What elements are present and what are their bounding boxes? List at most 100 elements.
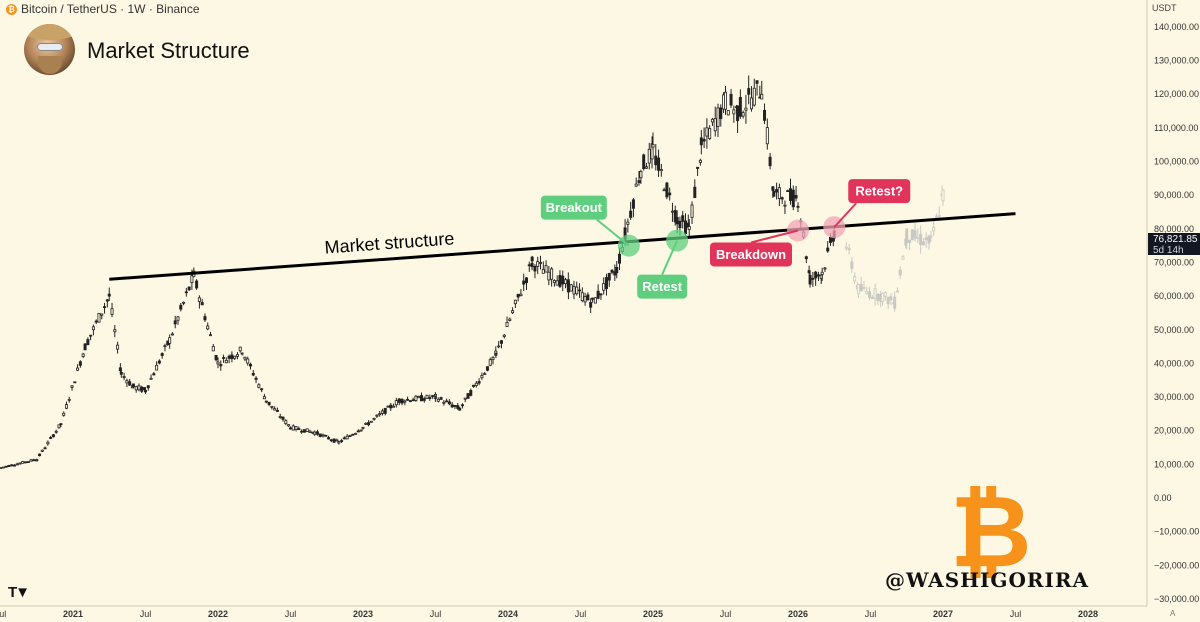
candle-body [881, 293, 885, 302]
candle-body [383, 407, 387, 414]
candle-body [157, 360, 161, 364]
candle-body [602, 283, 606, 291]
candle-body [43, 447, 47, 450]
candle-body [195, 280, 199, 289]
candle-body [659, 169, 663, 172]
candle-body [775, 189, 779, 193]
symbol-text: Bitcoin / TetherUS · 1W · Binance [21, 2, 200, 16]
candle-body [445, 400, 449, 403]
candle-body [533, 265, 537, 272]
candle-body [389, 404, 393, 409]
candle-body [1, 466, 5, 469]
candle-body [499, 340, 503, 344]
candle-body [910, 229, 914, 241]
candle-body [796, 205, 800, 208]
candle-body [378, 413, 382, 416]
candle-body [18, 462, 22, 465]
auto-scale-button[interactable]: A [1170, 609, 1176, 618]
candle-body [654, 155, 658, 166]
candle-body [324, 434, 328, 437]
candle-body [808, 274, 812, 285]
candle-body [238, 346, 242, 352]
candle-body [681, 215, 685, 222]
candle-body [905, 228, 909, 243]
candle-body [705, 127, 709, 137]
y-tick-label: −30,000.00 [1154, 594, 1199, 604]
candle-body [698, 159, 702, 163]
candle-body [332, 438, 336, 443]
candle-body [100, 313, 104, 316]
candle-body [300, 430, 304, 433]
y-tick-label: 60,000.00 [1154, 291, 1194, 301]
candle-body [932, 226, 936, 232]
retest-connector [661, 240, 679, 275]
bitcoin-icon: ₿ [6, 3, 17, 15]
candle-body [59, 423, 63, 425]
y-tick-label: 140,000.00 [1154, 22, 1199, 32]
candle-body [901, 256, 905, 260]
candle-body [670, 210, 674, 213]
candle-body [768, 156, 772, 167]
y-tick-label: 120,000.00 [1154, 89, 1199, 99]
candle-body [941, 189, 945, 202]
candle-body [814, 271, 818, 279]
candle-body [524, 277, 528, 284]
x-tick-label: 2028 [1078, 609, 1098, 619]
candle-body [859, 283, 863, 292]
candle-body [288, 427, 292, 430]
candle-body [763, 109, 767, 121]
candle-body [12, 464, 16, 467]
candle-body [456, 405, 460, 409]
candle-body [604, 277, 608, 289]
candle-body [57, 424, 61, 429]
candle-body [710, 118, 714, 123]
candle-body [86, 339, 90, 346]
tradingview-logo[interactable]: T▼ [8, 584, 30, 601]
y-tick-label: 10,000.00 [1154, 459, 1194, 469]
breakdown-label: Breakdown [716, 247, 786, 262]
candle-body [741, 112, 745, 117]
candle-body [826, 247, 830, 252]
candle-body [329, 439, 333, 442]
candle-body [856, 284, 860, 295]
candle-body [502, 334, 506, 337]
candle-body [397, 398, 401, 403]
symbol-header[interactable]: ₿ Bitcoin / TetherUS · 1W · Binance [6, 2, 200, 16]
candle-body [586, 294, 590, 301]
candle-body [369, 420, 373, 423]
candle-body [634, 183, 638, 187]
candle-body [522, 280, 526, 285]
candle-body [811, 277, 815, 280]
candle-body [433, 394, 437, 397]
candle-body [287, 424, 291, 427]
candle-body [780, 197, 784, 200]
candle-body [291, 425, 295, 431]
x-tick-label: 2022 [208, 609, 228, 619]
candle-body [868, 291, 872, 298]
candle-body [46, 441, 50, 445]
candle-body [372, 417, 376, 420]
candle-body [472, 384, 476, 387]
candle-body [895, 290, 899, 293]
candle-body [211, 346, 215, 352]
candle-body [76, 367, 80, 371]
candle-body [607, 272, 611, 281]
candle-body [876, 293, 880, 301]
x-tick-label: Jul [285, 609, 297, 619]
candle-body [38, 453, 42, 457]
candle-body [62, 412, 66, 416]
candle-body [752, 87, 756, 106]
candle-body [356, 430, 360, 433]
candle-body [702, 138, 706, 142]
candle-body [321, 434, 325, 437]
currency-label[interactable]: USDT [1152, 3, 1177, 13]
candle-body [170, 333, 174, 336]
candle-body [789, 188, 793, 201]
candle-body [650, 143, 654, 160]
candle-body [647, 148, 651, 164]
candle-body [163, 345, 167, 348]
candle-body [747, 88, 751, 95]
x-tick-label: 2026 [788, 609, 808, 619]
candle-body [458, 407, 462, 411]
